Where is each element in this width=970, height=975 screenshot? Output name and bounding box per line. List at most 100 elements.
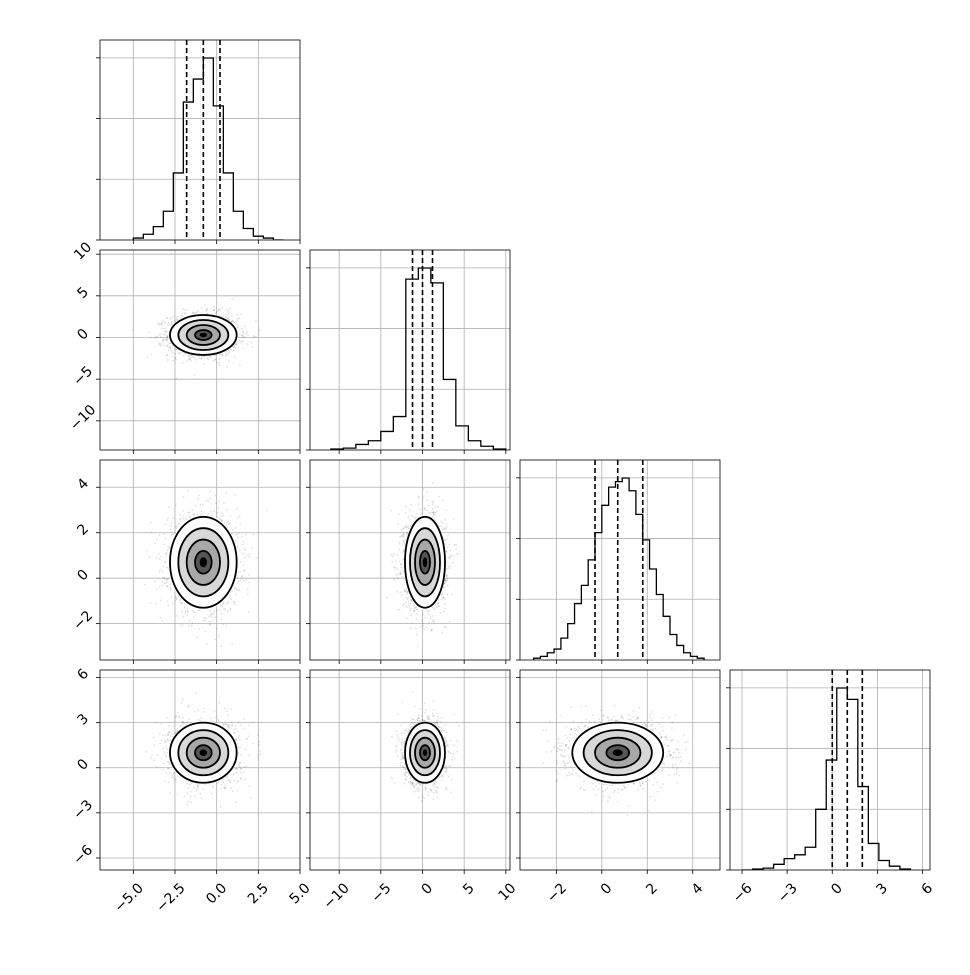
scatter-point: [188, 356, 190, 358]
scatter-point: [206, 308, 208, 310]
scatter-point: [191, 625, 193, 627]
scatter-point: [409, 610, 411, 612]
scatter-point: [151, 532, 153, 534]
scatter-point: [222, 623, 224, 625]
scatter-point: [432, 483, 434, 485]
scatter-point: [408, 600, 410, 602]
scatter-point: [218, 501, 220, 503]
scatter-point: [428, 505, 430, 507]
scatter-point: [447, 534, 449, 536]
scatter-point: [226, 366, 228, 368]
scatter-point: [441, 526, 443, 528]
scatter-point: [433, 514, 435, 516]
scatter-point: [208, 615, 210, 617]
scatter-point: [405, 512, 407, 514]
scatter-point: [237, 577, 239, 579]
scatter-point: [164, 331, 166, 333]
scatter-point: [234, 356, 236, 358]
scatter-point: [168, 506, 170, 508]
scatter-point: [182, 308, 184, 310]
scatter-point: [196, 513, 198, 515]
scatter-point: [158, 324, 160, 326]
scatter-point: [413, 516, 415, 518]
panel-frame: [100, 40, 300, 240]
scatter-point: [406, 532, 408, 534]
scatter-point: [244, 557, 246, 559]
scatter-point: [245, 534, 247, 536]
scatter-point: [184, 312, 186, 314]
scatter-point: [146, 550, 148, 552]
scatter-point: [240, 580, 242, 582]
scatter-point: [255, 320, 257, 322]
scatter-point: [227, 521, 229, 523]
panel-frame: [310, 250, 510, 450]
scatter-point: [432, 503, 434, 505]
scatter-point: [161, 620, 163, 622]
scatter-point: [160, 344, 162, 346]
scatter-point: [186, 614, 188, 616]
scatter-point: [218, 507, 220, 509]
scatter-point: [215, 313, 217, 315]
scatter-point: [166, 581, 168, 583]
scatter-point: [218, 636, 220, 638]
scatter-point: [403, 541, 405, 543]
scatter-point: [244, 325, 246, 327]
scatter-point: [432, 512, 434, 514]
scatter-point: [235, 347, 237, 349]
scatter-point: [221, 618, 223, 620]
scatter-point: [225, 522, 227, 524]
scatter-point: [422, 623, 424, 625]
scatter-point: [182, 624, 184, 626]
scatter-point: [167, 550, 169, 552]
scatter-point: [184, 309, 186, 311]
scatter-point: [242, 553, 244, 555]
scatter-point: [170, 347, 172, 349]
scatter-point: [404, 539, 406, 541]
y-tick-label: 2: [74, 521, 92, 539]
scatter-point: [168, 343, 170, 345]
scatter-point: [176, 316, 178, 318]
scatter-point: [418, 503, 420, 505]
scatter-point: [165, 582, 167, 584]
scatter-point: [154, 337, 156, 339]
scatter-point: [444, 608, 446, 610]
scatter-point: [242, 564, 244, 566]
scatter-point: [411, 515, 413, 517]
scatter-point: [244, 549, 246, 551]
scatter-point: [436, 606, 438, 608]
scatter-point: [226, 509, 228, 511]
scatter-point: [144, 584, 146, 586]
scatter-point: [245, 579, 247, 581]
scatter-point: [221, 307, 223, 309]
scatter-point: [201, 357, 203, 359]
scatter-point: [176, 318, 178, 320]
scatter-point: [243, 333, 245, 335]
scatter-point: [248, 574, 250, 576]
scatter-point: [180, 625, 182, 627]
scatter-point: [163, 565, 165, 567]
scatter-point: [230, 515, 232, 517]
scatter-point: [196, 637, 198, 639]
scatter-point: [216, 628, 218, 630]
y-tick-label: 10: [71, 239, 95, 263]
scatter-point: [393, 554, 395, 556]
scatter-point: [159, 534, 161, 536]
scatter-point: [434, 609, 436, 611]
scatter-point: [230, 348, 232, 350]
scatter-point: [203, 512, 205, 514]
scatter-point: [393, 579, 395, 581]
scatter-point: [451, 594, 453, 596]
scatter-point: [159, 569, 161, 571]
scatter-point: [435, 506, 437, 508]
scatter-point: [219, 364, 221, 366]
scatter-point: [413, 610, 415, 612]
scatter-point: [445, 626, 447, 628]
y-tick-label: 5: [74, 284, 92, 302]
scatter-point: [168, 546, 170, 548]
scatter-point: [205, 310, 207, 312]
scatter-point: [167, 317, 169, 319]
scatter-point: [156, 603, 158, 605]
scatter-point: [251, 342, 253, 344]
scatter-point: [172, 360, 174, 362]
scatter-point: [170, 351, 172, 353]
